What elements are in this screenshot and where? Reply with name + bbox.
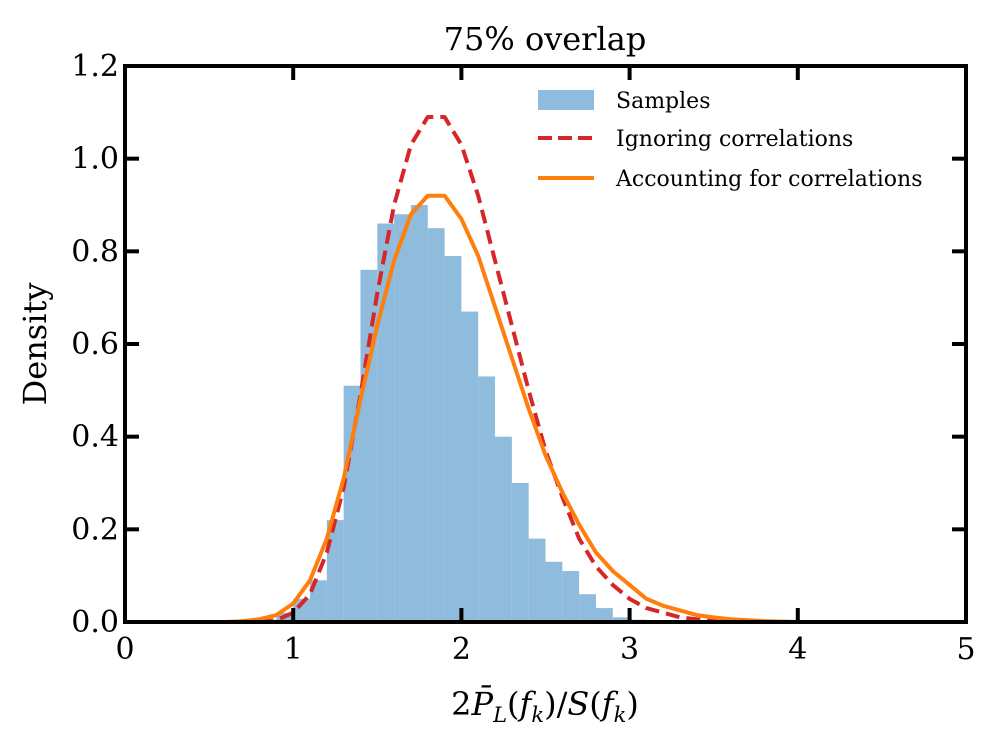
y-tick-label: 0.2 bbox=[71, 512, 119, 547]
x-tick-labels: 0 1 2 3 4 5 bbox=[115, 632, 975, 667]
histogram-bar bbox=[612, 617, 630, 622]
histogram-bar bbox=[293, 598, 311, 622]
y-tick-label: 1.2 bbox=[71, 49, 119, 84]
ignoring-correlations-curve bbox=[259, 114, 798, 624]
legend-samples-label: Samples bbox=[616, 89, 710, 114]
histogram-bar bbox=[377, 223, 395, 623]
histogram-bar bbox=[511, 483, 529, 622]
histogram-bar bbox=[326, 520, 344, 622]
x-tick-label: 0 bbox=[115, 632, 134, 667]
histogram-bar bbox=[579, 594, 596, 622]
histogram-bar bbox=[444, 255, 462, 622]
histogram-bar bbox=[394, 214, 411, 622]
axis-ticks bbox=[123, 64, 968, 624]
x-tick-label: 1 bbox=[284, 632, 303, 667]
histogram-bars bbox=[259, 205, 664, 623]
x-axis-label: 2P̄L(fk)/S(fk) bbox=[451, 685, 639, 727]
histogram-bar bbox=[427, 228, 445, 622]
histogram-bar bbox=[310, 580, 327, 622]
y-tick-label: 1.0 bbox=[71, 142, 119, 177]
chart-title: 75% overlap bbox=[444, 20, 647, 58]
histogram-bar bbox=[495, 436, 512, 622]
legend-accounting-label: Accounting for correlations bbox=[615, 167, 923, 192]
legend-ignoring-label: Ignoring correlations bbox=[616, 127, 853, 152]
y-tick-label: 0.8 bbox=[71, 234, 119, 269]
histogram-bar bbox=[360, 269, 378, 622]
histogram-bar bbox=[595, 608, 613, 622]
x-tick-label: 3 bbox=[620, 632, 639, 667]
accounting-correlations-curve bbox=[223, 193, 800, 624]
histogram-bar bbox=[478, 376, 496, 622]
histogram-bar bbox=[343, 385, 361, 622]
legend-samples-swatch bbox=[538, 90, 594, 110]
x-tick-label: 2 bbox=[452, 632, 471, 667]
x-tick-label: 5 bbox=[956, 632, 975, 667]
histogram-bar bbox=[461, 311, 479, 622]
legend: Samples Ignoring correlations Accounting… bbox=[538, 89, 923, 192]
y-tick-labels: 0.0 0.2 0.4 0.6 0.8 1.0 1.2 bbox=[71, 49, 119, 640]
density-curves bbox=[223, 114, 800, 624]
histogram-bar bbox=[562, 571, 580, 622]
histogram-bar bbox=[410, 205, 428, 622]
y-tick-label: 0.6 bbox=[71, 327, 119, 362]
y-axis-label: Density bbox=[16, 283, 54, 406]
histogram-bar bbox=[545, 561, 563, 622]
y-tick-label: 0.0 bbox=[71, 605, 119, 640]
histogram-bar bbox=[528, 538, 546, 622]
y-tick-label: 0.4 bbox=[71, 420, 119, 455]
x-tick-label: 4 bbox=[788, 632, 807, 667]
